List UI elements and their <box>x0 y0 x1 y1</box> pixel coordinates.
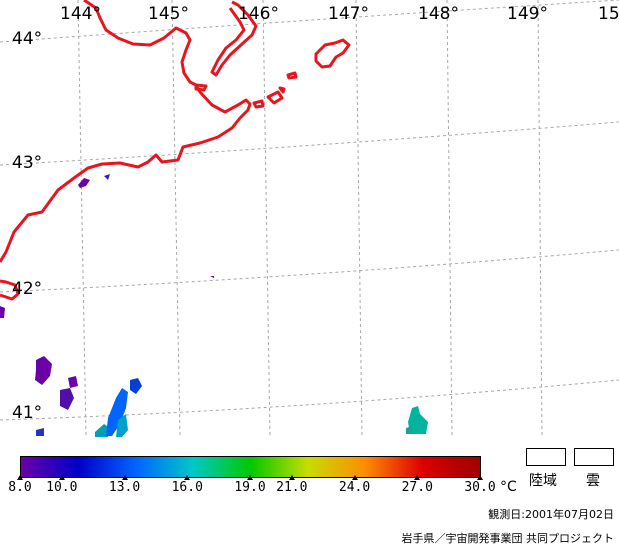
sst-patch <box>78 178 90 188</box>
hokkaido-west-coast <box>0 279 20 301</box>
colorbar-tick-mark <box>477 475 483 480</box>
colorbar-tick-label: 8.0 <box>8 480 32 495</box>
sst-patch <box>406 426 412 434</box>
sst-patch <box>104 174 110 180</box>
unit-label: °C <box>500 479 517 495</box>
parallel-43 <box>0 121 619 166</box>
lon-label: 146° <box>238 4 279 24</box>
lat-label: 43° <box>12 153 42 173</box>
colorbar-tick-mark <box>184 475 191 480</box>
parallel-42 <box>0 249 619 293</box>
meridian-146 <box>262 0 271 437</box>
sst-patch <box>68 376 78 388</box>
colorbar-tick-label: 21.0 <box>276 480 308 495</box>
colorbar-tick-label: 13.0 <box>108 480 141 495</box>
sst-patch <box>106 388 128 436</box>
meridian-148 <box>446 0 453 437</box>
parallel-41 <box>0 379 619 421</box>
land-label: 陸域 <box>529 473 557 489</box>
sst-patch <box>116 414 128 437</box>
colorbar-tick-label: 27.0 <box>401 480 433 495</box>
shiretoko-peninsula <box>210 0 258 77</box>
colorbar-tick-label: 16.0 <box>171 480 203 495</box>
lat-label: 44° <box>12 29 42 49</box>
colorbar-tick-label: 30.0 <box>464 480 496 495</box>
sst-patch <box>60 388 74 410</box>
meridian-144 <box>77 0 87 437</box>
observation-date: 観測日:2001年07月02日 <box>488 508 614 521</box>
land-swatch <box>526 448 566 466</box>
lat-label: 42° <box>12 279 42 299</box>
map-panel: 144° 145° 146° 147° 148° 149° 15 44° 43°… <box>0 0 619 437</box>
colorbar-tick-mark <box>351 475 358 480</box>
parallel-44 <box>0 0 619 43</box>
cloud-label: 雲 <box>586 473 600 489</box>
lon-label: 147° <box>328 4 369 24</box>
sst-patch <box>36 428 44 436</box>
coastline <box>0 0 351 301</box>
longitude-labels: 144° 145° 146° 147° 148° 149° 15 <box>60 4 619 24</box>
lon-label: 145° <box>148 4 189 24</box>
lon-label: 149° <box>507 4 548 24</box>
shikotan-island <box>314 38 351 69</box>
sst-patch <box>0 306 5 318</box>
kunashiri-tip <box>194 83 208 92</box>
lon-label: 144° <box>60 4 101 24</box>
lon-label: 148° <box>418 4 459 24</box>
sst-patch <box>408 406 428 434</box>
meridian-149 <box>537 0 543 437</box>
hokkaido-east-coast <box>0 0 252 263</box>
colorbar-tick-mark <box>414 475 421 480</box>
habomai-islands <box>252 86 286 109</box>
meridian-147 <box>355 0 363 437</box>
colorbar-tick-mark <box>58 475 65 480</box>
cloud-swatch <box>574 448 614 466</box>
graticule <box>0 0 619 437</box>
sst-patch <box>130 378 142 394</box>
credit-line: 岩手県／宇宙開発事業団 共同プロジェクト <box>401 532 615 545</box>
lat-label: 41° <box>12 403 42 423</box>
colorbar-tick-label: 24.0 <box>338 480 371 495</box>
colorbar-tick-mark <box>247 475 253 480</box>
colorbar-tick-label: 10.0 <box>46 480 78 495</box>
sst-patch <box>210 276 214 278</box>
sst-patch <box>35 356 52 385</box>
meridian-145 <box>171 0 181 437</box>
colorbar-tick-mark <box>121 475 128 480</box>
sst-patches <box>0 174 428 437</box>
colorbar-tick-mark <box>288 475 295 480</box>
lon-label: 15 <box>598 4 619 24</box>
latitude-labels: 44° 43° 42° 41° <box>12 29 42 423</box>
colorbar-tick-mark <box>17 475 23 480</box>
small-islet <box>286 71 298 80</box>
colorbar-tick-label: 19.0 <box>234 480 266 495</box>
